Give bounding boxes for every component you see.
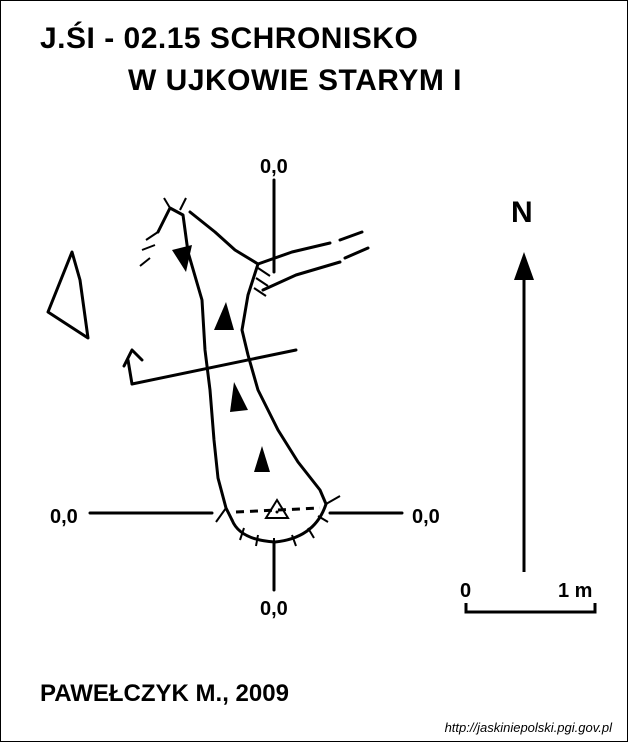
slope-triangle bbox=[254, 446, 270, 472]
side-passage-continuation bbox=[338, 230, 364, 242]
side-passage-upper bbox=[256, 241, 332, 266]
grid-label-left: 0,0 bbox=[50, 506, 78, 528]
grid-label-top: 0,0 bbox=[260, 156, 288, 178]
dripline bbox=[235, 506, 321, 514]
cave-wall-left bbox=[156, 206, 234, 522]
scale-end-label: 1 m bbox=[558, 580, 593, 602]
source-url[interactable]: http://jaskiniepolski.pgi.gov.pl bbox=[444, 720, 612, 735]
grid-label-bottom: 0,0 bbox=[260, 598, 288, 620]
scale-start-label: 0 bbox=[460, 580, 472, 602]
side-passage-lower bbox=[261, 260, 342, 292]
grid-label-right: 0,0 bbox=[412, 506, 440, 528]
cave-entrance-arc bbox=[230, 502, 328, 544]
north-arrow-icon bbox=[514, 252, 534, 280]
slope-triangle bbox=[214, 302, 234, 330]
survey-station-icon bbox=[264, 498, 290, 519]
cross-section-arrow bbox=[122, 348, 144, 386]
cross-section-line bbox=[130, 348, 298, 386]
rock-fragment bbox=[46, 250, 90, 340]
cave-wall-right bbox=[188, 210, 328, 506]
north-label: N bbox=[511, 196, 533, 229]
side-passage-continuation-2 bbox=[343, 246, 370, 260]
map-title-line1: J.ŚI - 02.15 SCHRONISKO bbox=[40, 22, 419, 55]
scale-bar bbox=[464, 603, 597, 614]
slope-triangle bbox=[230, 382, 248, 412]
slope-markers bbox=[172, 245, 270, 472]
slope-triangle bbox=[172, 245, 192, 272]
author-credit: PAWEŁCZYK M., 2009 bbox=[40, 680, 289, 707]
map-title-line2: W UJKOWIE STARYM I bbox=[128, 64, 462, 97]
